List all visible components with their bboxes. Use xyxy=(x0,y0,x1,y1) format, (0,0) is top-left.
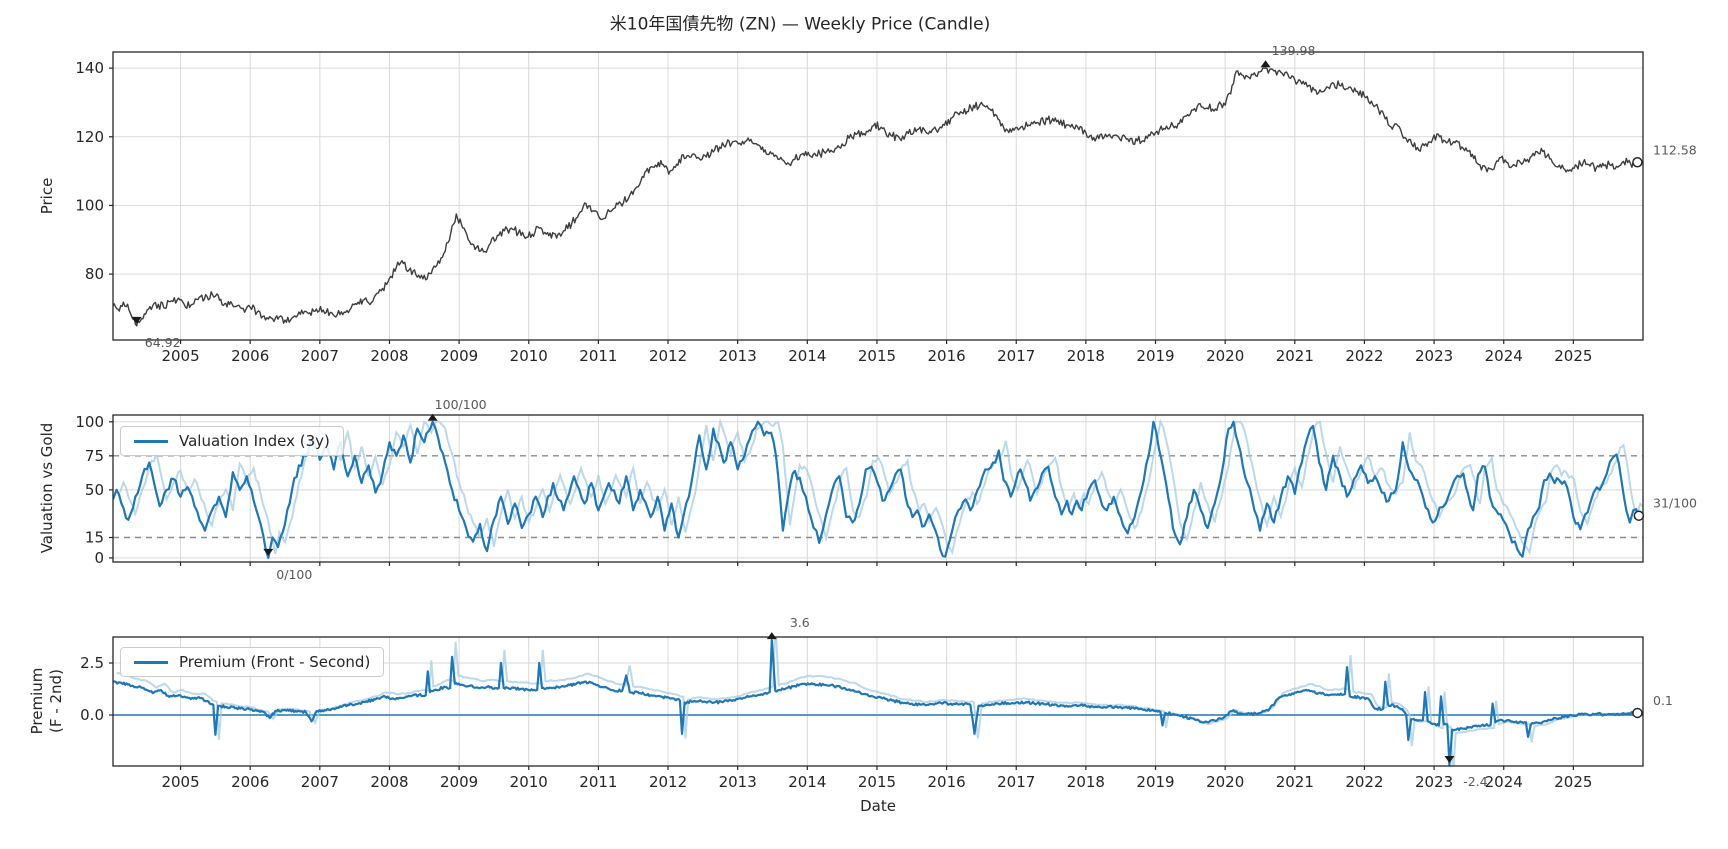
legend-label: Valuation Index (3y) xyxy=(179,432,330,450)
y-tick-label: 50 xyxy=(85,481,104,499)
legend-valuation-index: Valuation Index (3y) xyxy=(120,426,344,456)
chart-title: 米10年国債先物 (ZN) — Weekly Price (Candle) xyxy=(609,14,991,35)
x-tick-label: 2012 xyxy=(649,347,687,365)
x-tick-label: 2010 xyxy=(510,773,548,791)
panel-spine xyxy=(112,51,1644,341)
panel-spine xyxy=(112,636,1644,767)
last-value-marker-icon xyxy=(1632,157,1643,168)
x-tick-label: 2021 xyxy=(1276,773,1314,791)
x-tick-label: 2025 xyxy=(1554,773,1592,791)
min-marker-arrow-icon xyxy=(131,316,142,324)
y-tick-label: 0.0 xyxy=(80,706,104,724)
y-axis-label-premium: Premium (F - 2nd) xyxy=(28,668,66,735)
max-marker-arrow-icon xyxy=(427,413,438,421)
y-axis-label-premium-line1: Premium xyxy=(28,667,46,735)
x-tick-label: 2009 xyxy=(440,773,478,791)
x-tick-label: 2023 xyxy=(1415,347,1453,365)
y-tick-label: 15 xyxy=(85,529,104,547)
series-line-ghost xyxy=(119,417,1643,556)
x-tick-label: 2014 xyxy=(788,347,826,365)
series-line-front-second-premium xyxy=(113,639,1638,766)
x-axis-label: Date xyxy=(860,797,896,815)
annotation-max-label: 100/100 xyxy=(435,397,487,412)
x-tick-label: 2018 xyxy=(1067,347,1105,365)
legend-line-swatch xyxy=(134,439,168,443)
x-tick-label: 2005 xyxy=(161,773,199,791)
x-tick-label: 2020 xyxy=(1206,347,1244,365)
y-tick-label: 100 xyxy=(75,413,104,431)
x-tick-label: 2013 xyxy=(719,773,757,791)
x-tick-label: 2007 xyxy=(301,347,339,365)
x-tick-label: 2024 xyxy=(1485,347,1523,365)
x-tick-label: 2019 xyxy=(1136,773,1174,791)
x-tick-label: 2008 xyxy=(370,347,408,365)
x-tick-label: 2022 xyxy=(1345,773,1383,791)
annotation-max-label: 139.98 xyxy=(1272,43,1316,58)
annotation-last-label: 112.58 xyxy=(1653,142,1697,157)
x-tick-label: 2020 xyxy=(1206,773,1244,791)
legend-label: Premium (Front - Second) xyxy=(179,653,371,671)
y-tick-label: 75 xyxy=(85,447,104,465)
x-tick-label: 2016 xyxy=(928,347,966,365)
x-tick-label: 2005 xyxy=(161,347,199,365)
y-axis-label-valuation: Valuation vs Gold xyxy=(38,422,56,554)
series-line-ghost xyxy=(116,637,1642,766)
x-tick-label: 2023 xyxy=(1415,773,1453,791)
y-tick-label: 140 xyxy=(75,59,104,77)
x-tick-label: 2013 xyxy=(719,347,757,365)
x-tick-label: 2017 xyxy=(997,773,1035,791)
min-marker-arrow-icon xyxy=(263,548,274,556)
annotation-min-label: 0/100 xyxy=(276,567,312,582)
y-axis-label-premium-line2: (F - 2nd) xyxy=(47,669,65,733)
x-tick-label: 2021 xyxy=(1276,347,1314,365)
panel-valuation-index: 0 15 50 75 100 100/100 0/100 31/100 xyxy=(75,397,1697,582)
x-tick-label: 2025 xyxy=(1554,347,1592,365)
legend-line-swatch xyxy=(134,660,168,664)
y-tick-label: 0 xyxy=(94,549,104,567)
x-tick-label: 2014 xyxy=(788,773,826,791)
x-tick-label: 2011 xyxy=(579,347,617,365)
legend-premium: Premium (Front - Second) xyxy=(120,647,385,677)
series-line-weekly-price-candle xyxy=(113,67,1639,327)
x-tick-label: 2009 xyxy=(440,347,478,365)
x-tick-label: 2024 xyxy=(1485,773,1523,791)
x-tick-label: 2011 xyxy=(579,773,617,791)
x-tick-label: 2015 xyxy=(858,773,896,791)
y-tick-label: 120 xyxy=(75,128,104,146)
y-tick-label: 2.5 xyxy=(80,654,104,672)
x-tick-label: 2008 xyxy=(370,773,408,791)
x-tick-label: 2022 xyxy=(1345,347,1383,365)
min-marker-arrow-icon xyxy=(1444,755,1455,763)
max-marker-arrow-icon xyxy=(766,632,777,640)
annotation-min-label: -2.4 xyxy=(1463,774,1487,789)
annotation-last-label: 0.1 xyxy=(1653,693,1673,708)
x-tick-label: 2015 xyxy=(858,347,896,365)
x-tick-label: 2010 xyxy=(510,347,548,365)
x-tick-label: 2007 xyxy=(301,773,339,791)
series-line-valuation-index xyxy=(113,420,1640,559)
panel-front-second-premium: 2005 2006 2007 2008 2009 2010 2011 2012 2013 2014… xyxy=(80,615,1673,791)
x-tick-label: 2006 xyxy=(231,347,269,365)
y-tick-label: 100 xyxy=(75,196,104,214)
x-tick-label: 2012 xyxy=(649,773,687,791)
panel-weekly-price-candle: 2005 2006 2007 2008 2009 2010 2011 2012 2013 2014… xyxy=(75,43,1696,365)
x-tick-label: 2016 xyxy=(928,773,966,791)
x-tick-label: 2018 xyxy=(1067,773,1105,791)
x-tick-label: 2017 xyxy=(997,347,1035,365)
annotation-min-label: 64.92 xyxy=(145,335,181,350)
x-tick-label: 2006 xyxy=(231,773,269,791)
last-value-marker-icon xyxy=(1633,510,1645,521)
y-axis-label-price: Price xyxy=(38,177,56,215)
max-marker-arrow-icon xyxy=(1260,60,1271,68)
panel-spine xyxy=(112,414,1644,563)
x-tick-label: 2019 xyxy=(1136,347,1174,365)
last-value-marker-icon xyxy=(1632,707,1643,719)
y-tick-label: 80 xyxy=(85,265,104,283)
annotation-max-label: 3.6 xyxy=(790,615,810,630)
annotation-last-label: 31/100 xyxy=(1653,496,1697,511)
